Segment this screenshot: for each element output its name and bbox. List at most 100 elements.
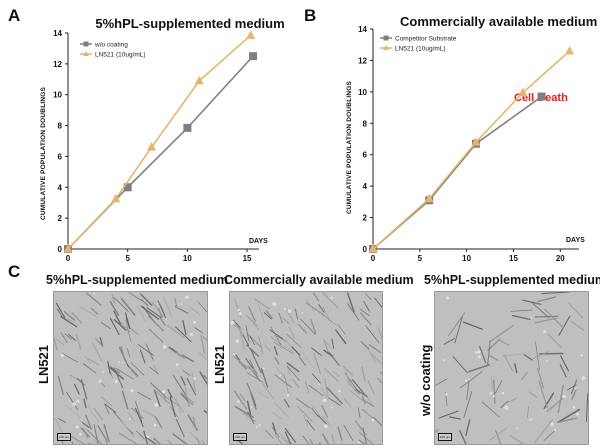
cell-fiber — [278, 312, 283, 324]
cell-fiber — [232, 356, 242, 363]
cell-speck — [529, 418, 533, 421]
cell-speck — [130, 389, 134, 393]
cell-fiber — [56, 308, 63, 317]
cell-fiber — [448, 416, 461, 420]
chart-b-y-tick-label: 12 — [358, 56, 367, 65]
cell-fiber — [113, 310, 121, 325]
cell-fiber — [126, 347, 131, 358]
cell-fiber — [115, 368, 134, 380]
cell-speck — [477, 350, 481, 354]
cell-fiber — [532, 351, 549, 359]
cell-fiber — [526, 406, 530, 418]
cell-fiber — [322, 292, 339, 309]
cell-fiber — [327, 397, 341, 406]
cell-speck — [175, 363, 179, 366]
cell-fiber — [559, 364, 567, 378]
cell-fiber — [71, 441, 74, 444]
cell-fiber — [81, 421, 90, 428]
cell-fiber — [66, 391, 79, 411]
micrograph-3-label: w/o coating — [418, 344, 433, 417]
cell-fiber — [61, 352, 79, 363]
cell-fiber — [242, 334, 254, 355]
chart-a-y-tick-label: 14 — [53, 29, 62, 38]
cell-fiber — [273, 346, 278, 356]
chart-b-y-tick-label: 10 — [358, 88, 367, 97]
cell-speck — [162, 345, 167, 349]
cell-fiber — [185, 398, 194, 406]
cell-fiber — [63, 310, 75, 321]
chart-b-y-tick-label: 4 — [363, 182, 368, 191]
cell-fiber — [288, 326, 296, 339]
chart-a-x-tick-label: 15 — [243, 254, 252, 263]
chart-a-y-tick-label: 8 — [58, 122, 63, 131]
cell-fiber — [463, 390, 473, 418]
cell-fiber — [534, 419, 554, 444]
cell-fiber — [126, 364, 139, 377]
cell-fiber — [171, 348, 186, 360]
cell-fiber — [301, 351, 314, 368]
cell-fiber — [262, 383, 275, 400]
cell-fiber — [71, 312, 83, 324]
cell-fiber — [121, 390, 129, 410]
chart-a-x-tick-label: 5 — [125, 254, 130, 263]
cell-fiber — [537, 296, 556, 303]
cell-fiber — [278, 432, 289, 444]
cell-fiber — [254, 298, 270, 310]
cell-speck — [76, 399, 80, 403]
cell-fiber — [57, 375, 64, 395]
cell-fiber — [510, 309, 533, 312]
cell-fiber — [309, 438, 314, 444]
cell-fiber — [283, 345, 293, 352]
cell-fiber — [509, 434, 524, 444]
cell-fiber — [487, 340, 491, 366]
cell-fiber — [154, 416, 163, 429]
cell-fiber — [468, 364, 491, 373]
cell-fiber — [97, 425, 108, 442]
cell-fiber — [54, 337, 58, 351]
cell-fiber — [465, 419, 471, 437]
cell-fiber — [304, 380, 310, 393]
chart-b-point — [565, 46, 575, 55]
cell-fiber — [93, 407, 104, 421]
cell-fiber — [514, 363, 518, 374]
chart-b-point — [518, 87, 528, 97]
cell-fiber — [100, 396, 113, 406]
cell-fiber — [274, 357, 280, 365]
cell-fiber — [570, 379, 578, 395]
cell-fiber — [76, 377, 85, 386]
cell-fiber — [523, 354, 533, 361]
cell-fiber — [120, 346, 126, 361]
cell-fiber — [175, 419, 185, 437]
cell-fiber — [136, 430, 145, 440]
cell-speck — [256, 426, 258, 428]
chart-b-legend-label: Competitor Substrate — [395, 36, 457, 43]
cell-fiber — [370, 441, 374, 444]
cell-fiber — [438, 410, 459, 419]
cell-fiber — [202, 336, 207, 342]
chart-b-x-tick-label: 0 — [371, 254, 376, 263]
chart-b-point — [471, 137, 481, 146]
cell-fiber — [300, 318, 316, 335]
cell-fiber — [246, 372, 264, 383]
cell-fiber — [362, 427, 368, 444]
cell-fiber — [454, 316, 463, 344]
cell-fiber — [153, 438, 161, 444]
chart-b-y-tick-label: 2 — [363, 214, 368, 223]
cell-fiber — [139, 293, 153, 307]
cell-speck — [93, 292, 96, 295]
cell-speck — [238, 311, 242, 316]
cell-fiber — [272, 411, 283, 420]
cell-fiber — [239, 394, 246, 402]
cell-fiber — [146, 307, 162, 318]
cell-speck — [79, 432, 82, 436]
cell-fiber — [270, 336, 283, 346]
cell-fiber — [69, 374, 79, 381]
cell-fiber — [260, 367, 269, 388]
cell-fiber — [99, 336, 104, 347]
cell-fiber — [321, 388, 328, 399]
cell-speck — [154, 403, 159, 407]
cell-fiber — [538, 380, 548, 409]
cell-fiber — [245, 325, 250, 342]
cell-fiber — [343, 425, 354, 442]
cell-fiber — [373, 417, 382, 427]
